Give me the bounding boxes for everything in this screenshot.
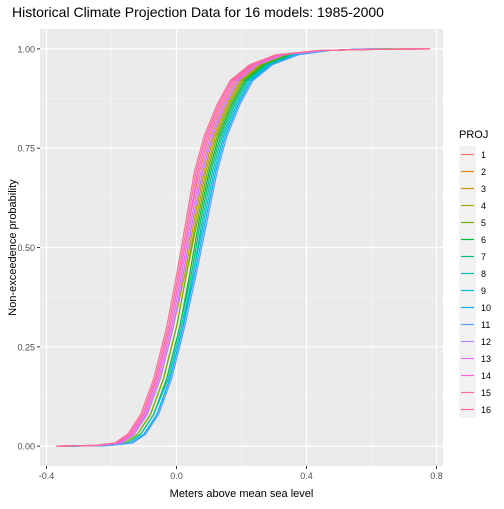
- x-tick-label: 0.4: [300, 471, 313, 481]
- y-tick-label: 0.00: [17, 442, 35, 452]
- legend-label: 7: [481, 252, 486, 262]
- legend-item-5: 5: [459, 214, 486, 231]
- y-tick-label: 0.75: [17, 144, 35, 154]
- legend-item-4: 4: [459, 197, 486, 214]
- legend-label: 6: [481, 235, 486, 245]
- legend-label: 1: [481, 150, 486, 160]
- y-axis: 0.00 0.25 0.50 0.75 1.00: [17, 44, 40, 452]
- legend-item-10: 10: [459, 299, 491, 316]
- legend-item-7: 7: [459, 248, 486, 265]
- legend-item-1: 1: [459, 146, 486, 163]
- legend-item-9: 9: [459, 282, 486, 299]
- y-tick-label: 0.25: [17, 342, 35, 352]
- series-line-11: [72, 48, 372, 447]
- legend-label: 13: [481, 354, 491, 364]
- legend-label: 15: [481, 388, 491, 398]
- legend-label: 11: [481, 320, 490, 330]
- legend-label: 9: [481, 286, 486, 296]
- legend-title: PROJ: [459, 129, 488, 141]
- legend-item-14: 14: [459, 367, 491, 384]
- legend-label: 2: [481, 167, 486, 177]
- legend-item-3: 3: [459, 180, 486, 197]
- legend-label: 5: [481, 218, 486, 228]
- grid-major: [40, 29, 443, 466]
- series-line-16: [56, 48, 431, 447]
- legend-item-11: 11: [459, 316, 490, 333]
- chart-title: Historical Climate Projection Data for 1…: [12, 4, 384, 20]
- y-axis-label: Non-exceedence probability: [7, 179, 19, 316]
- legend-item-16: 16: [459, 401, 491, 418]
- x-tick-label: 0.8: [430, 471, 443, 481]
- legend-label: 10: [481, 303, 491, 313]
- legend-item-8: 8: [459, 265, 486, 282]
- x-tick-label: -0.4: [39, 471, 55, 481]
- x-axis-label: Meters above mean sea level: [170, 488, 314, 500]
- legend-label: 3: [481, 184, 486, 194]
- y-tick-label: 1.00: [17, 44, 35, 54]
- x-axis: -0.4 0.0 0.4 0.8: [39, 466, 443, 481]
- legend-item-12: 12: [459, 333, 491, 350]
- legend-item-13: 13: [459, 350, 491, 367]
- legend-label: 14: [481, 371, 491, 381]
- legend-label: 4: [481, 201, 486, 211]
- x-tick-label: 0.0: [170, 471, 183, 481]
- legend-label: 8: [481, 269, 486, 279]
- legend-label: 12: [481, 337, 491, 347]
- series-layer: [56, 48, 431, 447]
- legend-item-15: 15: [459, 384, 491, 401]
- legend-item-6: 6: [459, 231, 486, 248]
- legend-item-2: 2: [459, 163, 486, 180]
- legend-label: 16: [481, 405, 491, 415]
- y-tick-label: 0.50: [17, 243, 35, 253]
